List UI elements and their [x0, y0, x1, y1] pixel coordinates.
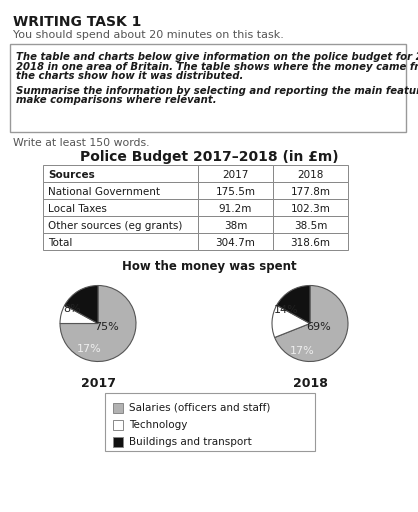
Text: 17%: 17%	[290, 346, 315, 356]
Text: 2018: 2018	[293, 377, 327, 390]
Bar	[105, 393, 315, 451]
Bar	[43, 165, 198, 182]
Text: 8%: 8%	[63, 304, 81, 314]
Bar	[113, 403, 123, 413]
Wedge shape	[60, 305, 98, 324]
Text: 91.2m: 91.2m	[219, 204, 252, 214]
Text: 2018: 2018	[297, 169, 324, 180]
Text: Total: Total	[48, 238, 72, 248]
Text: 102.3m: 102.3m	[291, 204, 331, 214]
Bar	[273, 216, 348, 233]
Text: 318.6m: 318.6m	[291, 238, 331, 248]
Text: Salaries (officers and staff): Salaries (officers and staff)	[129, 403, 270, 413]
Text: Summarise the information by selecting and reporting the main features, and: Summarise the information by selecting a…	[16, 86, 418, 96]
Wedge shape	[65, 286, 98, 324]
Wedge shape	[277, 286, 310, 324]
Wedge shape	[275, 286, 348, 361]
Text: make comparisons where relevant.: make comparisons where relevant.	[16, 95, 217, 105]
Text: Sources: Sources	[48, 169, 95, 180]
Wedge shape	[60, 286, 136, 361]
Text: National Government: National Government	[48, 187, 160, 197]
Bar	[198, 199, 273, 216]
Text: Technology: Technology	[129, 420, 187, 430]
Text: 14%: 14%	[274, 305, 299, 315]
Text: 2017: 2017	[81, 377, 115, 390]
Bar	[273, 199, 348, 216]
Text: 304.7m: 304.7m	[216, 238, 255, 248]
Bar	[273, 233, 348, 250]
Wedge shape	[272, 305, 310, 337]
Bar	[43, 233, 198, 250]
Bar	[113, 420, 123, 430]
Text: 75%: 75%	[94, 322, 119, 332]
Text: Other sources (eg grants): Other sources (eg grants)	[48, 221, 182, 231]
Text: WRITING TASK 1: WRITING TASK 1	[13, 15, 141, 29]
Bar	[273, 165, 348, 182]
Text: Local Taxes: Local Taxes	[48, 204, 107, 214]
Bar	[198, 216, 273, 233]
Bar	[198, 182, 273, 199]
Text: 38m: 38m	[224, 221, 247, 231]
Text: 2017: 2017	[222, 169, 249, 180]
Text: You should spend about 20 minutes on this task.: You should spend about 20 minutes on thi…	[13, 30, 284, 40]
Text: The table and charts below give information on the police budget for 2017 and: The table and charts below give informat…	[16, 52, 418, 62]
Bar	[43, 182, 198, 199]
Bar	[10, 44, 406, 132]
Text: 69%: 69%	[306, 322, 331, 332]
Bar	[43, 216, 198, 233]
Text: Write at least 150 words.: Write at least 150 words.	[13, 138, 150, 148]
Text: How the money was spent: How the money was spent	[122, 260, 296, 273]
Bar	[113, 437, 123, 447]
Bar	[43, 199, 198, 216]
Text: 177.8m: 177.8m	[291, 187, 331, 197]
Bar	[273, 182, 348, 199]
Text: Buildings and transport: Buildings and transport	[129, 437, 252, 447]
Text: Police Budget 2017–2018 (in £m): Police Budget 2017–2018 (in £m)	[80, 150, 338, 164]
Text: 175.5m: 175.5m	[216, 187, 255, 197]
Bar	[198, 233, 273, 250]
Bar	[198, 165, 273, 182]
Text: 38.5m: 38.5m	[294, 221, 327, 231]
Text: the charts show how it was distributed.: the charts show how it was distributed.	[16, 71, 243, 81]
Text: 2018 in one area of Britain. The table shows where the money came from and: 2018 in one area of Britain. The table s…	[16, 61, 418, 72]
Text: 17%: 17%	[77, 345, 102, 354]
